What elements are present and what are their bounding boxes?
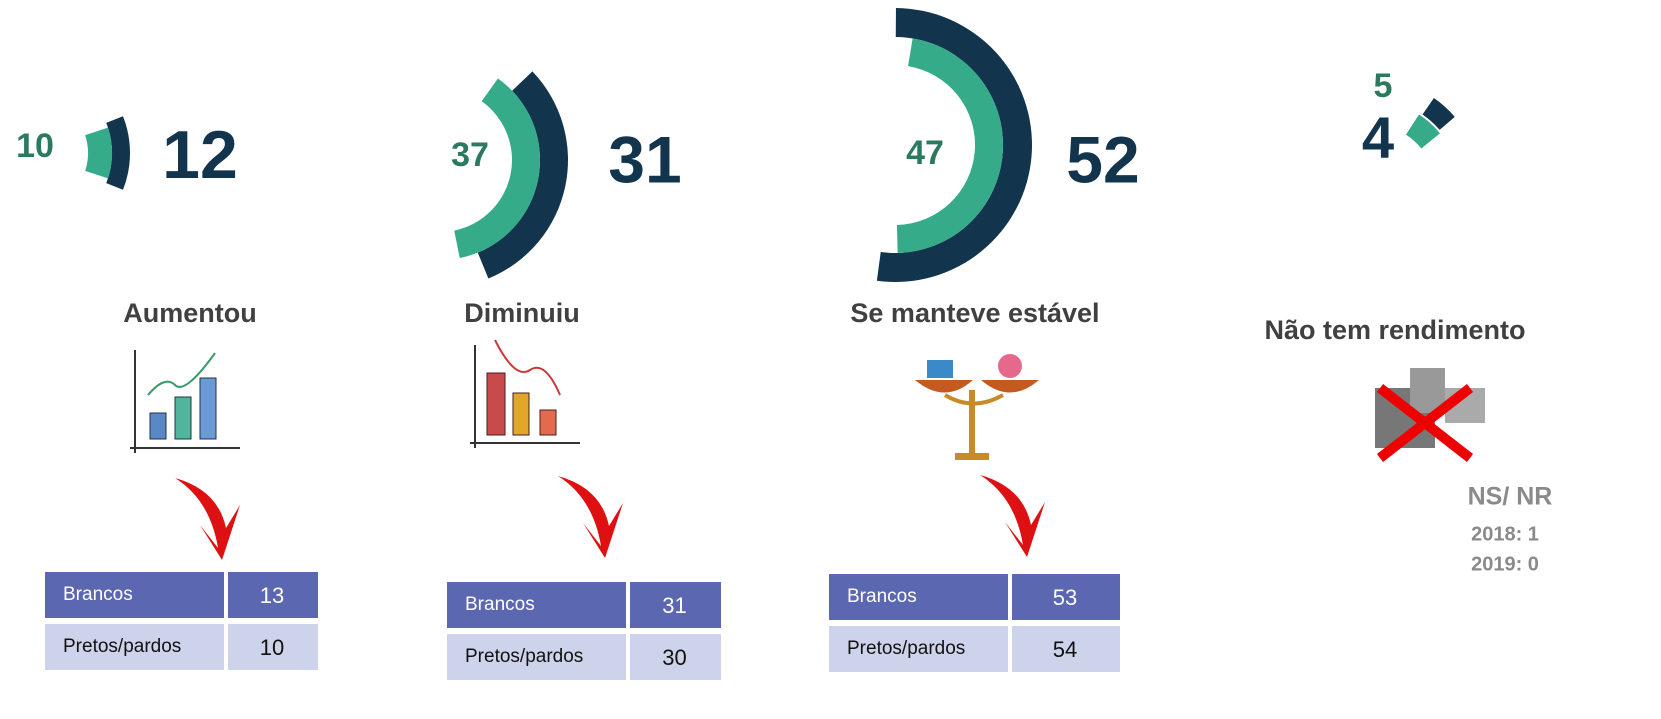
arrows xyxy=(175,475,1045,560)
row-value: 30 xyxy=(662,645,686,670)
row-label: Pretos/pardos xyxy=(847,638,965,659)
row-label: Pretos/pardos xyxy=(465,646,583,667)
outer-value: 52 xyxy=(1066,122,1139,196)
page: 10 12 Aumentou Brancos 13 Pretos/pardos 10 37 31… xyxy=(0,0,1661,719)
group-label: Aumentou xyxy=(123,298,256,328)
icon-decrease xyxy=(470,340,580,448)
group-label: Diminuiu xyxy=(464,298,580,328)
ns-nr-line: 2019: 0 xyxy=(1471,553,1539,575)
outer-value: 4 xyxy=(1362,105,1394,170)
outer-value: 31 xyxy=(608,122,681,196)
row-value: 10 xyxy=(260,635,284,660)
row-value: 54 xyxy=(1053,637,1077,662)
inner-value: 37 xyxy=(451,136,489,174)
row-value: 31 xyxy=(662,593,686,618)
inner-value: 47 xyxy=(906,134,944,172)
group-label: Se manteve estável xyxy=(850,298,1099,328)
inner-value: 5 xyxy=(1374,67,1393,105)
icon-no-income xyxy=(1375,368,1485,458)
inner-value: 10 xyxy=(16,127,54,165)
row-value: 53 xyxy=(1053,585,1077,610)
outer-value: 12 xyxy=(162,117,238,193)
row-label: Pretos/pardos xyxy=(63,636,181,657)
row-label: Brancos xyxy=(847,586,917,607)
ns-nr-line: 2018: 1 xyxy=(1471,523,1539,545)
ns-nr-title: NS/ NR xyxy=(1468,483,1553,511)
icon-scale xyxy=(915,354,1039,460)
group-label: Não tem rendimento xyxy=(1264,315,1525,345)
row-label: Brancos xyxy=(465,594,535,615)
inner-arc xyxy=(85,128,112,179)
infographic: 10 12 Aumentou Brancos 13 Pretos/pardos 10 37 31… xyxy=(0,0,1661,719)
icon-increase xyxy=(130,350,240,453)
row-label: Brancos xyxy=(63,584,133,605)
row-value: 13 xyxy=(260,583,284,608)
